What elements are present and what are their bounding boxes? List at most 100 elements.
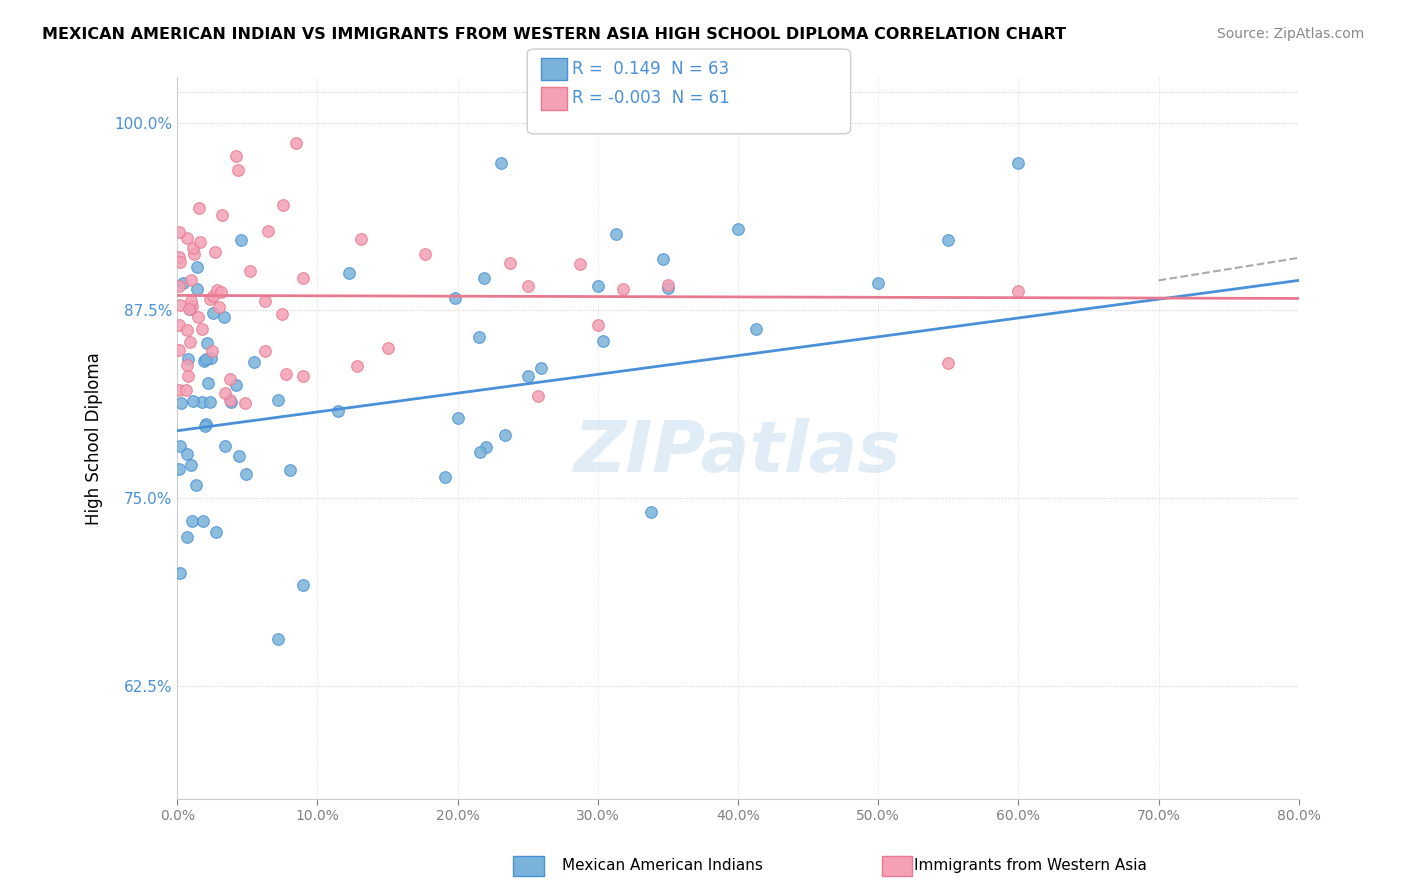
Point — [169, 396, 191, 410]
Point — [291, 271, 314, 285]
Point — [434, 469, 457, 483]
Point — [167, 318, 190, 332]
Point — [186, 260, 208, 274]
Point — [169, 566, 191, 580]
Point — [218, 392, 240, 407]
Point — [177, 352, 200, 367]
Point — [169, 298, 191, 312]
Point — [472, 271, 495, 285]
Point — [226, 163, 249, 178]
Point — [446, 411, 468, 425]
Text: Immigrants from Western Asia: Immigrants from Western Asia — [914, 858, 1147, 872]
Point — [235, 467, 257, 481]
Point — [183, 247, 205, 261]
Point — [276, 367, 298, 381]
Point — [219, 372, 242, 386]
Point — [529, 360, 551, 375]
Point — [346, 359, 368, 373]
Point — [167, 279, 190, 293]
Text: R =  0.149  N = 63: R = 0.149 N = 63 — [572, 60, 730, 78]
Point — [176, 447, 198, 461]
Point — [193, 354, 215, 368]
Point — [197, 376, 219, 390]
Point — [179, 335, 201, 350]
Point — [176, 368, 198, 383]
Point — [225, 149, 247, 163]
Point — [176, 531, 198, 545]
Text: ZIPatlas: ZIPatlas — [574, 418, 901, 487]
Point — [169, 255, 191, 269]
Point — [209, 285, 232, 300]
Point — [256, 224, 278, 238]
Point — [193, 419, 215, 434]
Point — [221, 395, 243, 409]
Point — [202, 306, 225, 320]
Point — [267, 632, 290, 647]
Point — [167, 383, 190, 397]
Point — [190, 394, 212, 409]
Point — [191, 514, 214, 528]
Point — [180, 514, 202, 528]
Text: Source: ZipAtlas.com: Source: ZipAtlas.com — [1216, 27, 1364, 41]
Point — [229, 233, 252, 247]
Point — [212, 310, 235, 324]
Point — [176, 358, 198, 372]
Point — [284, 136, 307, 150]
Point — [468, 329, 491, 343]
Point — [188, 235, 211, 249]
Point — [176, 231, 198, 245]
Point — [172, 277, 194, 291]
Point — [326, 404, 349, 418]
Point — [254, 343, 277, 358]
Point — [657, 281, 679, 295]
Point — [586, 278, 609, 293]
Point — [652, 252, 675, 266]
Point — [181, 393, 204, 408]
Point — [377, 341, 399, 355]
Y-axis label: High School Diploma: High School Diploma — [86, 351, 103, 524]
Point — [267, 393, 290, 408]
Point — [211, 208, 233, 222]
Point — [494, 428, 516, 442]
Point — [198, 394, 221, 409]
Point — [657, 278, 679, 293]
Point — [253, 293, 276, 308]
Point — [214, 439, 236, 453]
Point — [167, 343, 190, 357]
Point — [181, 241, 204, 255]
Point — [180, 458, 202, 473]
Point — [200, 351, 222, 365]
Point — [278, 463, 301, 477]
Point — [605, 227, 627, 241]
Point — [936, 233, 959, 247]
Point — [180, 293, 202, 308]
Point — [169, 438, 191, 452]
Point — [186, 477, 208, 491]
Point — [176, 323, 198, 337]
Text: Mexican American Indians: Mexican American Indians — [562, 858, 763, 872]
Point — [727, 222, 749, 236]
Point — [468, 445, 491, 459]
Point — [586, 318, 609, 333]
Point — [198, 292, 221, 306]
Point — [413, 247, 436, 261]
Point — [516, 278, 538, 293]
Point — [270, 307, 292, 321]
Point — [568, 257, 591, 271]
Point — [475, 440, 498, 454]
Point — [271, 198, 294, 212]
Point — [612, 282, 634, 296]
Point — [235, 396, 257, 410]
Point — [195, 335, 218, 350]
Point — [191, 322, 214, 336]
Text: MEXICAN AMERICAN INDIAN VS IMMIGRANTS FROM WESTERN ASIA HIGH SCHOOL DIPLOMA CORR: MEXICAN AMERICAN INDIAN VS IMMIGRANTS FR… — [42, 27, 1066, 42]
Point — [527, 389, 550, 403]
Point — [174, 384, 197, 398]
Point — [292, 369, 315, 384]
Point — [181, 299, 204, 313]
Point — [202, 288, 225, 302]
Point — [936, 356, 959, 370]
Point — [640, 505, 662, 519]
Point — [194, 351, 217, 366]
Point — [228, 449, 250, 463]
